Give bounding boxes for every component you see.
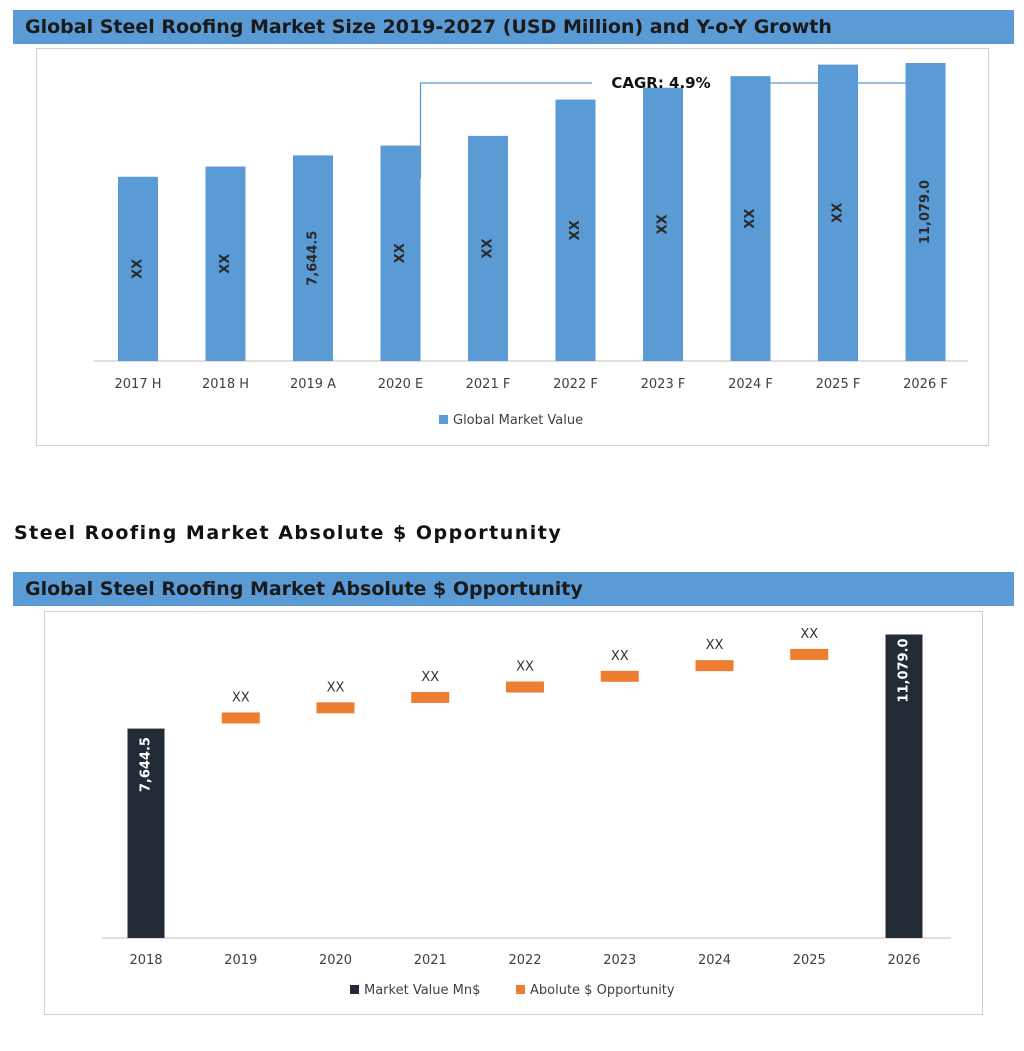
x-tick-label-5: 2023 [603,953,636,968]
bar-6 [643,87,683,362]
x-tick-label-7: 2025 [793,953,826,968]
x-tick-label-2: 2020 [319,953,352,968]
x-tick-label-2: 2019 A [290,377,336,392]
x-tick-label-8: 2025 F [816,377,861,392]
chart2-plot: 7,644.5 2018 XX 2019 XX 2020 XX 2021 XX 2022 XX 202… [102,627,951,998]
bar-9 [905,63,946,362]
opportunity-bar-3 [411,691,450,703]
opportunity-label-3: XX [421,670,439,685]
chart1-plot: XX 2017 H XX 2018 H 7,644.5 2019 A XX 2020 E XX 2… [94,63,968,428]
opportunity-bar-6 [695,660,734,672]
x-tick-label-3: 2020 E [378,377,423,392]
opportunity-label-7: XX [800,627,818,642]
x-tick-label-0: 2018 [129,953,162,968]
section-title: Steel Roofing Market Absolute $ Opportun… [14,522,563,544]
legend-swatch-market-value [350,985,359,994]
bar-8 [818,64,858,361]
chart2-panel: 7,644.5 2018 XX 2019 XX 2020 XX 2021 XX 2022 XX 202… [44,611,983,1015]
opportunity-label-4: XX [516,660,534,675]
bar-4 [468,135,508,361]
market-value-label-8: 11,079.0 [897,638,912,702]
x-tick-label-4: 2022 [508,953,541,968]
x-tick-label-0: 2017 H [115,377,162,392]
bar-5 [555,99,596,361]
legend-label-market-value: Global Market Value [453,413,583,428]
bar-2 [293,155,333,361]
x-tick-label-6: 2024 [698,953,731,968]
x-tick-label-3: 2021 [414,953,447,968]
opportunity-bar-4 [506,681,544,693]
market-value-label-0: 7,644.5 [139,737,154,792]
opportunity-label-5: XX [611,649,629,664]
bar-0 [118,176,158,361]
legend-swatch-market-value [439,415,448,424]
legend-label-market-value: Market Value Mn$ [364,983,480,998]
chart1-title-banner: Global Steel Roofing Market Size 2019-20… [13,10,1014,44]
x-tick-label-4: 2021 F [466,377,511,392]
bar-value-label-5: XX [568,220,583,240]
market-value-bar-0 [127,728,165,938]
opportunity-bar-1 [221,712,260,724]
x-tick-label-1: 2018 H [202,377,249,392]
bar-value-label-7: XX [743,209,758,229]
opportunity-bar-2 [316,702,355,714]
bar-value-label-4: XX [481,238,496,258]
market-value-bar-8 [885,634,923,938]
bar-value-label-3: XX [393,243,408,263]
legend-label-opportunity: Abolute $ Opportunity [530,983,675,998]
opportunity-label-2: XX [327,680,345,695]
x-tick-label-7: 2024 F [728,377,773,392]
cagr-arrowhead [918,78,929,88]
x-tick-label-1: 2019 [224,953,257,968]
x-tick-label-8: 2026 [887,953,920,968]
cagr-connector-line [419,82,592,179]
bar-value-label-9: 11,079.0 [918,180,933,244]
bar-1 [205,166,246,361]
opportunity-bar-7 [790,648,829,660]
x-tick-label-9: 2026 F [903,377,948,392]
bar-value-label-8: XX [831,203,846,223]
opportunity-label-1: XX [232,690,250,705]
bar-value-label-0: XX [131,259,146,279]
bar-value-label-1: XX [218,254,233,274]
bar-7 [730,76,771,361]
cagr-annotation: CAGR: 4.9% [611,74,710,92]
bar-value-label-6: XX [656,214,671,234]
x-tick-label-5: 2022 F [553,377,598,392]
bar-3 [380,145,421,361]
chart2-title-banner: Global Steel Roofing Market Absolute $ O… [13,572,1014,606]
legend-swatch-opportunity [516,985,525,994]
chart1-panel: XX 2017 H XX 2018 H 7,644.5 2019 A XX 2020 E XX 2… [36,48,989,446]
x-tick-label-6: 2023 F [641,377,686,392]
opportunity-bar-5 [600,670,639,682]
opportunity-label-6: XX [706,638,724,653]
bar-value-label-2: 7,644.5 [306,231,321,286]
